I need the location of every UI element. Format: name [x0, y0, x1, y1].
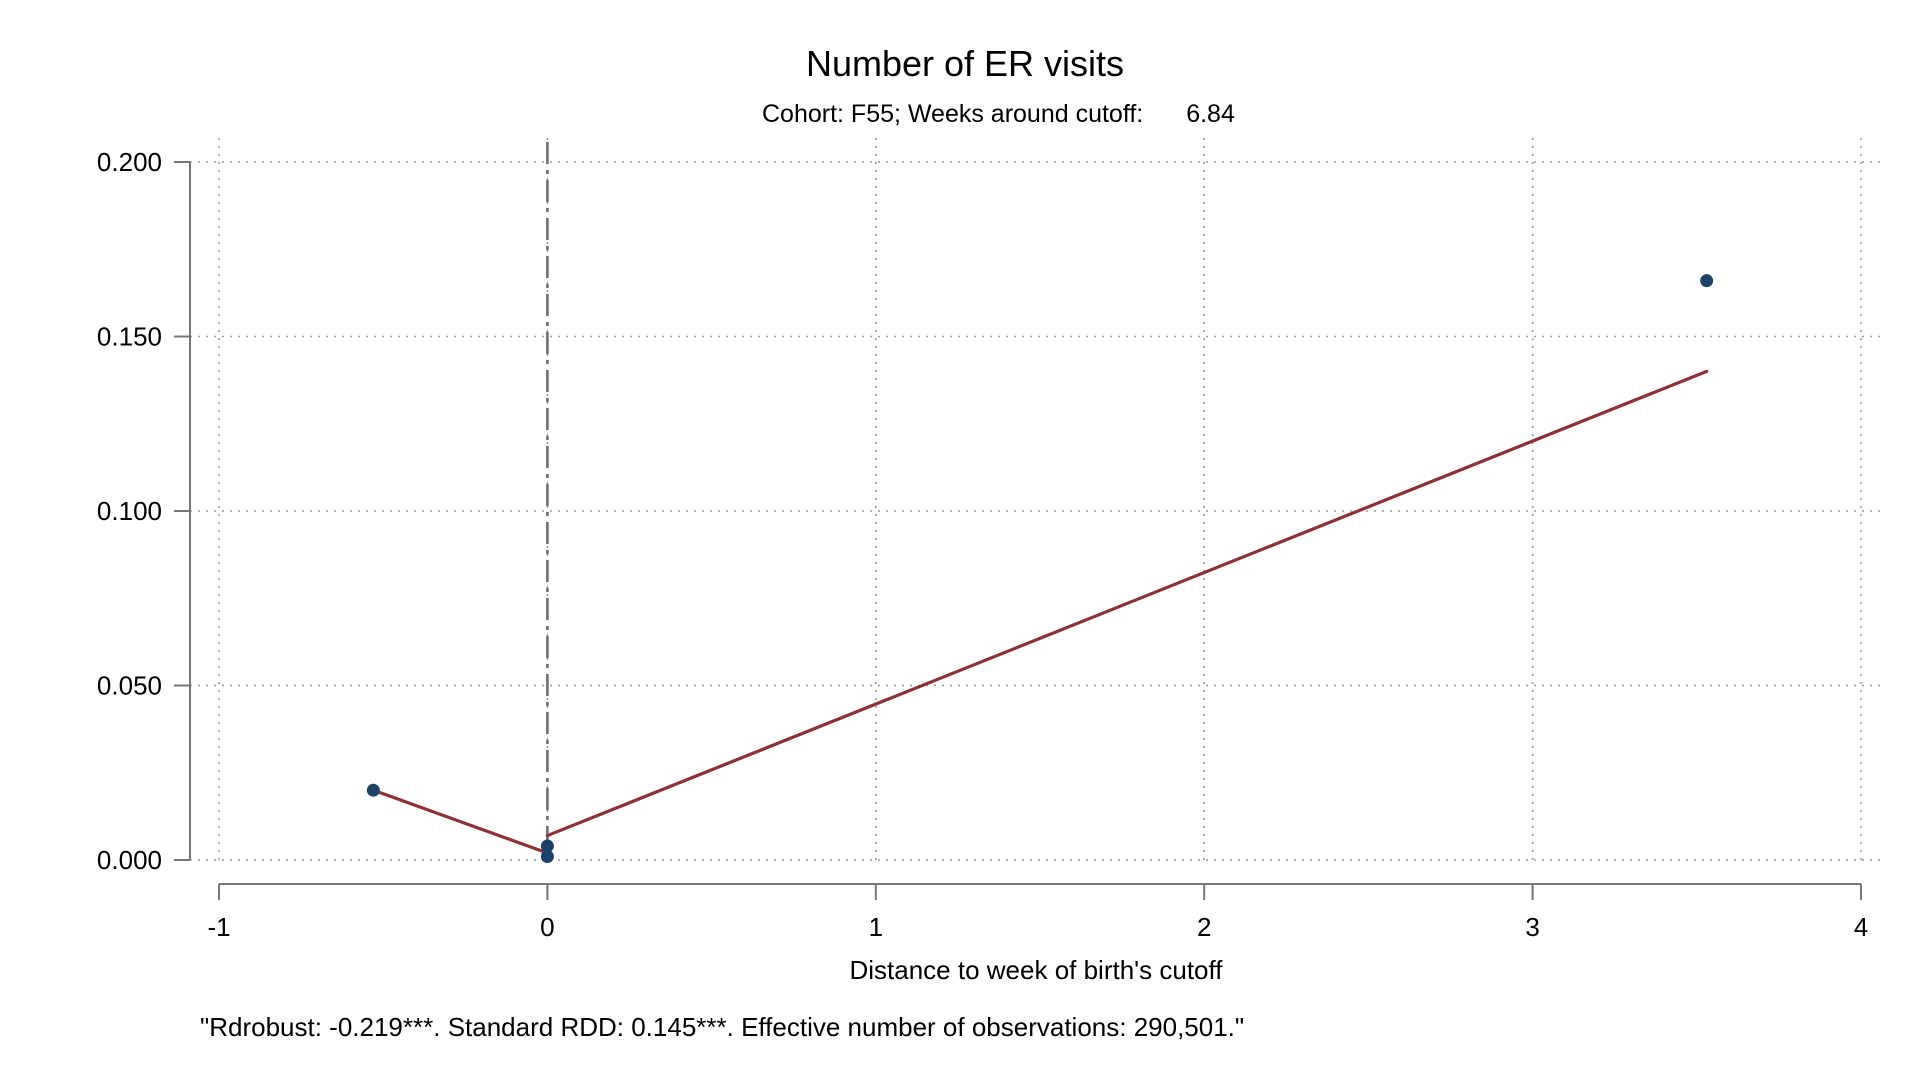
y-tick-label: 0.050 — [97, 671, 162, 701]
x-tick-label: 1 — [869, 912, 883, 942]
y-tick-label: 0.100 — [97, 496, 162, 526]
x-axis-title: Distance to week of birth's cutoff — [849, 955, 1223, 985]
data-point — [540, 839, 554, 853]
data-point — [366, 783, 380, 797]
chart-subtitle: Cohort: F55; Weeks around cutoff: 6.84 — [762, 100, 1235, 128]
grid-lines — [190, 138, 1885, 862]
x-tick-label: -1 — [207, 912, 230, 942]
chart-title: Number of ER visits — [806, 43, 1124, 84]
data-point — [540, 850, 554, 864]
fit-line-right — [545, 369, 1709, 838]
x-tick-label: 4 — [1854, 912, 1868, 942]
axes: 0.000 0.050 0.100 0.150 0.200 -1 0 1 2 3 4 — [97, 147, 1868, 942]
fit-line-left — [371, 788, 550, 855]
x-tick-label: 3 — [1525, 912, 1539, 942]
chart-note: "Rdrobust: -0.219***. Standard RDD: 0.14… — [200, 1012, 1244, 1042]
x-tick-label: 0 — [540, 912, 554, 942]
chart-subtitle-label: Cohort: F55; Weeks around cutoff: — [762, 100, 1143, 128]
chart-subtitle-value: 6.84 — [1186, 100, 1235, 128]
data-point — [1700, 274, 1714, 288]
x-tick-label: 2 — [1197, 912, 1211, 942]
y-tick-label: 0.200 — [97, 147, 162, 177]
y-tick-label: 0.000 — [97, 845, 162, 875]
plot-marks — [366, 142, 1714, 864]
y-tick-label: 0.150 — [97, 322, 162, 352]
